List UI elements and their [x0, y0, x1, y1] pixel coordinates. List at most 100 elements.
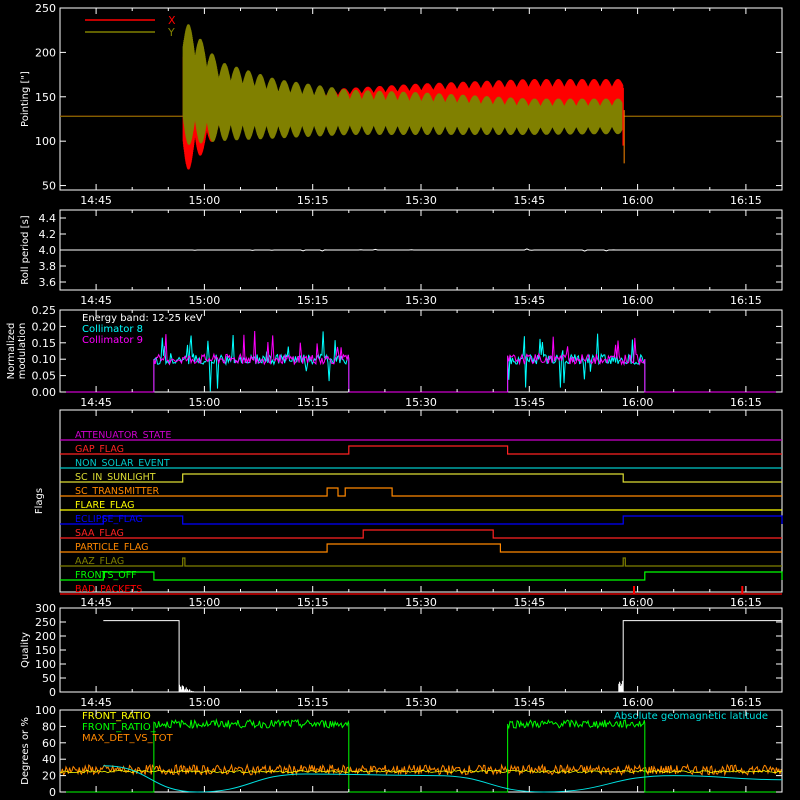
modulation-annotation: Energy band: 12-25 keV — [82, 313, 203, 324]
quality-xtick-label: 15:15 — [297, 696, 329, 709]
flag-row-non_solar_event: NON_SOLAR_EVENT — [60, 458, 782, 469]
flag-label: SC_TRANSMITTER — [75, 486, 160, 497]
flag-row-eclipse_flag: ECLIPSE_FLAG — [60, 514, 783, 525]
modulation-ytick-label: 0.10 — [32, 353, 57, 366]
pointing-xtick-label: 15:00 — [189, 194, 221, 207]
ratios-frame — [59, 709, 783, 793]
modulation-ylabel: Normalized — [6, 323, 17, 380]
flags-xtick-label: 16:15 — [730, 596, 762, 609]
modulation-ytick-label: 0.20 — [32, 320, 57, 333]
modulation-xtick-label: 15:30 — [405, 396, 437, 409]
pointing-series-Y-band — [182, 24, 624, 145]
pointing-xtick-label: 16:15 — [730, 194, 762, 207]
flag-row-sc_transmitter: SC_TRANSMITTER — [60, 486, 782, 497]
roll-xtick-label: 16:00 — [622, 294, 654, 307]
roll-xtick-label: 15:45 — [513, 294, 545, 307]
pointing-xtick-label: 15:45 — [513, 194, 545, 207]
quality-xtick-label: 15:30 — [405, 696, 437, 709]
pointing-series-Y — [182, 24, 624, 145]
pointing-ylabel: Pointing ["] — [20, 71, 31, 127]
ratios-series-front-ratio-2 — [60, 718, 782, 793]
roll-xtick-label: 14:45 — [80, 294, 112, 307]
flag-line — [60, 487, 782, 497]
flag-label: AAZ_FLAG — [75, 556, 124, 567]
ratios-ylabel: Degrees or % — [20, 717, 31, 785]
roll-ytick-label: 4.2 — [39, 228, 57, 241]
modulation-series-0 — [60, 331, 782, 393]
ratios-series-max-det — [59, 763, 782, 777]
pointing-xtick-label: 15:15 — [297, 194, 329, 207]
quality-xtick-label: 15:45 — [513, 696, 545, 709]
quality-ytick-label: 50 — [42, 672, 56, 685]
flag-label: ECLIPSE_FLAG — [75, 514, 143, 525]
ratios-ytick-label: 60 — [42, 737, 56, 750]
ratios-series-geomag-lat — [103, 765, 783, 793]
flag-row-fronts_off: FRONTS_OFF — [60, 570, 783, 581]
flags-xtick-label: 15:15 — [297, 596, 329, 609]
flag-line — [60, 529, 782, 539]
flag-label: FLARE_FLAG — [75, 500, 135, 511]
flag-row-attenuator_state: ATTENUATOR_STATE — [60, 430, 782, 441]
ratios-legend-label: MAX_DET_VS_TOT — [82, 733, 174, 744]
quality-ytick-label: 150 — [35, 644, 56, 657]
flag-label: BAD_PACKETS — [75, 584, 142, 595]
modulation-xtick-label: 15:45 — [513, 396, 545, 409]
ratios-series-front-ratio — [59, 769, 782, 774]
modulation-legend-label: Collimator 8 — [82, 324, 143, 335]
flags-xtick-label: 15:45 — [513, 596, 545, 609]
flag-label: SAA_FLAG — [75, 528, 124, 539]
quality-noise — [178, 680, 624, 692]
modulation-legend-label: Collimator 9 — [82, 335, 143, 346]
flag-row-sc_in_sunlight: SC_IN_SUNLIGHT — [60, 472, 782, 483]
flag-label: SC_IN_SUNLIGHT — [75, 472, 156, 483]
roll-xtick-label: 15:15 — [297, 294, 329, 307]
flag-line — [60, 557, 782, 567]
ratios-ytick-label: 80 — [42, 720, 56, 733]
quality-xtick-label: 14:45 — [80, 696, 112, 709]
flags-xtick-label: 14:45 — [80, 596, 112, 609]
roll-xtick-label: 15:30 — [405, 294, 437, 307]
pointing-ytick-label: 100 — [35, 135, 56, 148]
flag-label: GAP_FLAG — [75, 444, 124, 455]
flag-row-flare_flag: FLARE_FLAG — [60, 500, 782, 511]
quality-xtick-label: 15:00 — [189, 696, 221, 709]
flag-line — [60, 543, 782, 553]
roll-ytick-label: 4.4 — [39, 212, 57, 225]
modulation-xtick-label: 15:15 — [297, 396, 329, 409]
pointing-xtick-label: 15:30 — [405, 194, 437, 207]
ratios-legend-label: Absolute geomagnetic latitude — [614, 711, 768, 722]
flag-line — [60, 445, 782, 455]
ratios-ytick-label: 40 — [42, 753, 56, 766]
pointing-ytick-label: 50 — [42, 180, 56, 193]
flags-xtick-label: 16:00 — [622, 596, 654, 609]
pointing-legend-label: Y — [167, 26, 175, 39]
pointing-ytick-label: 250 — [35, 2, 56, 15]
flag-row-particle_flag: PARTICLE_FLAG — [60, 542, 782, 553]
roll-ylabel: Roll period [s] — [20, 215, 31, 284]
ratios-legend-label: FRONT_RATIO_ — [82, 722, 157, 733]
pointing-xtick-label: 16:00 — [622, 194, 654, 207]
ratios-ytick-label: 100 — [35, 704, 56, 717]
quality-ytick-label: 300 — [35, 602, 56, 615]
roll-series — [60, 248, 782, 252]
flags-ylabel: Flags — [34, 488, 45, 514]
roll-xtick-label: 15:00 — [189, 294, 221, 307]
quality-ytick-label: 250 — [35, 616, 56, 629]
flag-row-bad_packets: BAD_PACKETS — [60, 584, 782, 595]
roll-ytick-label: 3.8 — [39, 260, 57, 273]
modulation-ytick-label: 0.05 — [32, 370, 57, 383]
flag-label: NON_SOLAR_EVENT — [75, 458, 170, 469]
quality-ytick-label: 200 — [35, 630, 56, 643]
flag-line — [60, 515, 783, 525]
flag-label: ATTENUATOR_STATE — [75, 430, 171, 441]
modulation-xtick-label: 16:00 — [622, 396, 654, 409]
quality-xtick-label: 16:15 — [730, 696, 762, 709]
ratios-ytick-label: 20 — [42, 770, 56, 783]
quality-series — [103, 620, 782, 693]
pointing-legend-label: X — [168, 14, 176, 27]
pointing-xtick-label: 14:45 — [80, 194, 112, 207]
flag-label: FRONTS_OFF — [75, 570, 137, 581]
roll-ytick-label: 3.6 — [39, 276, 57, 289]
modulation-xtick-label: 16:15 — [730, 396, 762, 409]
flags-xtick-label: 15:00 — [189, 596, 221, 609]
